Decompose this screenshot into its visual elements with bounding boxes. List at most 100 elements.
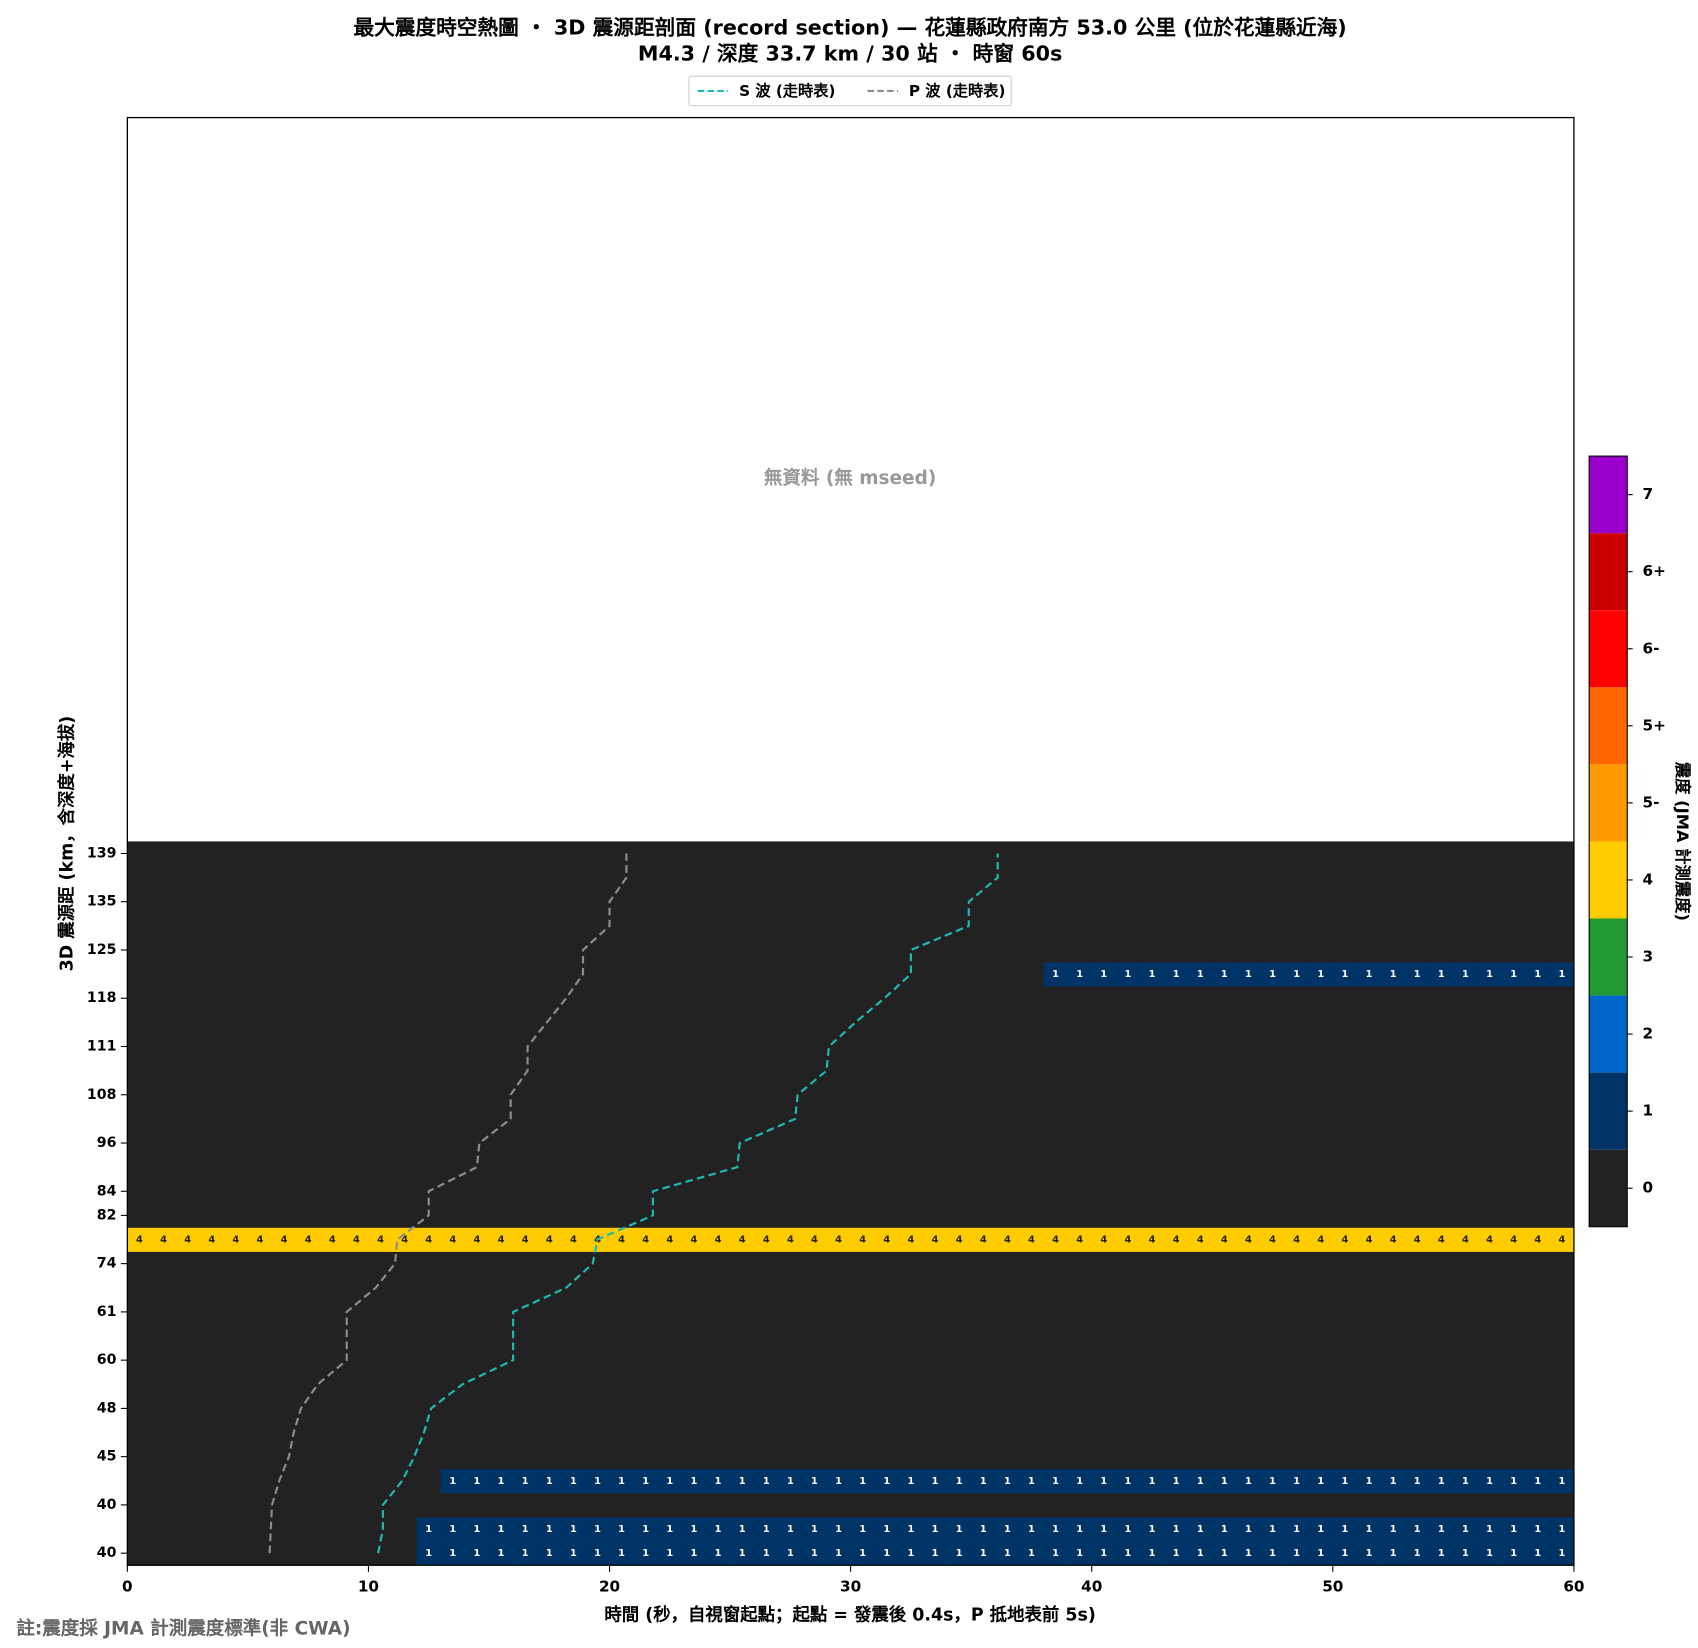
heat-cell (754, 1444, 779, 1470)
heat-cell (1188, 1468, 1213, 1494)
heat-cell (1260, 1323, 1285, 1349)
heat-cell (633, 1106, 659, 1132)
heat-cell (802, 1444, 827, 1470)
heat-cell (850, 1396, 876, 1421)
heat-cell (1019, 1348, 1044, 1373)
cell-label: 4 (691, 1235, 698, 1246)
heat-cell (1429, 1420, 1454, 1445)
heat-cell (1477, 1179, 1502, 1204)
heat-cell (681, 1275, 707, 1301)
heat-cell (971, 1516, 996, 1542)
heat-cell (247, 986, 273, 1011)
heat-cell (657, 841, 683, 866)
heat-cell (609, 889, 634, 915)
heat-cell (247, 1034, 273, 1059)
heat-cell (513, 962, 538, 987)
heat-cell (705, 1396, 731, 1421)
heat-cell (609, 1492, 634, 1518)
heat-cell (609, 1372, 634, 1397)
heat-cell (368, 1010, 393, 1035)
heat-cell (1429, 937, 1454, 963)
heat-cell (1019, 962, 1044, 987)
colorbar-tick-label: 2 (1642, 1025, 1653, 1043)
heat-cell (705, 1323, 731, 1349)
heat-cell (223, 1058, 249, 1084)
cell-label: 1 (1197, 1524, 1204, 1535)
heat-cell (296, 937, 321, 963)
heat-cell (464, 986, 490, 1011)
heat-cell (1236, 1420, 1261, 1445)
heat-cell (898, 1444, 924, 1470)
heat-cell (1332, 1275, 1358, 1301)
heat-cell (416, 1299, 442, 1325)
heat-cell (1236, 937, 1261, 963)
heat-cell (705, 1275, 731, 1301)
heat-cell (681, 1516, 707, 1542)
heat-cell (513, 1420, 538, 1445)
heat-cell (1284, 1541, 1310, 1566)
heat-cell (922, 1227, 948, 1252)
heat-cell (850, 1541, 876, 1566)
heat-cell (247, 1396, 273, 1421)
heat-cell (488, 1130, 514, 1156)
cell-label: 1 (691, 1548, 698, 1559)
colorbar-frame (1588, 455, 1628, 1228)
heat-cell (1453, 1541, 1478, 1566)
heat-cell (1453, 1179, 1478, 1204)
heat-cell (416, 1251, 442, 1277)
heat-cell (1381, 865, 1406, 890)
heat-cell (802, 1203, 827, 1228)
heat-cell (1308, 841, 1334, 866)
heat-cell (705, 1516, 731, 1542)
heat-cell (1043, 1082, 1068, 1108)
cell-label: 1 (715, 1524, 722, 1535)
heat-cell (1429, 1058, 1454, 1084)
heat-cell (947, 1034, 972, 1059)
heat-cell (1019, 1541, 1044, 1566)
heat-cell (1308, 1541, 1334, 1566)
heat-cell (392, 1516, 417, 1542)
heat-cell (826, 1444, 851, 1470)
heat-cell (272, 889, 297, 915)
heat-cell (464, 1227, 490, 1252)
heat-cell (1236, 1444, 1261, 1470)
heat-cell (874, 913, 900, 939)
heat-cell (1212, 1179, 1237, 1204)
heat-cell (1188, 986, 1213, 1011)
heat-cell (947, 962, 972, 987)
heat-cell (344, 1323, 369, 1349)
heat-cell (802, 913, 827, 939)
heat-cell (1091, 1106, 1117, 1132)
heat-cell (947, 889, 972, 915)
heat-cell (1091, 889, 1117, 915)
heat-cell (995, 986, 1020, 1011)
cell-label: 4 (1076, 1235, 1083, 1246)
heat-cell (1501, 1082, 1527, 1108)
heat-cell (296, 1203, 321, 1228)
heat-cell (850, 1130, 876, 1156)
heat-cell (1019, 1420, 1044, 1445)
heat-cell (609, 1541, 634, 1566)
heat-cell (778, 1299, 803, 1325)
heat-cell (898, 1034, 924, 1059)
heat-cell (802, 1323, 827, 1349)
cell-label: 1 (618, 1524, 625, 1535)
colorbar-segment (1589, 764, 1628, 842)
heat-cell (537, 1130, 562, 1156)
heat-cell (272, 1420, 297, 1445)
heat-cell (826, 1130, 851, 1156)
heat-cell (754, 1058, 779, 1084)
heat-cell (1091, 986, 1117, 1011)
heat-cell (344, 1396, 369, 1421)
colorbar-label: 震度 (JMA 計測震度) (1673, 762, 1692, 921)
heat-cell (1284, 1468, 1310, 1494)
cell-label: 1 (498, 1548, 505, 1559)
heat-cell (898, 889, 924, 915)
heat-cell (344, 1492, 369, 1518)
heat-cell (633, 1492, 659, 1518)
heat-cell (1332, 1396, 1358, 1421)
heat-cell (802, 986, 827, 1011)
heat-cell (1429, 1468, 1454, 1494)
heat-cell (151, 1155, 176, 1180)
x-tick-label: 60 (1563, 1578, 1584, 1596)
